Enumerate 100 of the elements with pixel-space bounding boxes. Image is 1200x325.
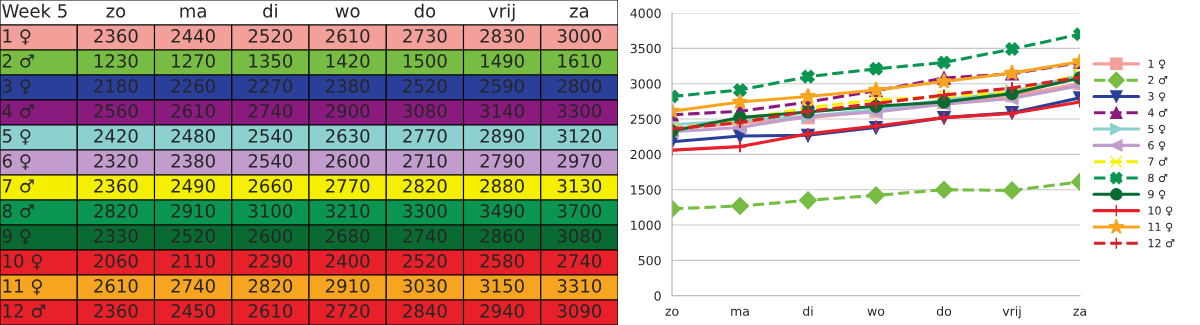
data-label: 2610: [325, 29, 370, 43]
data-label: 3700: [557, 204, 602, 218]
data-label: 3100: [248, 204, 293, 218]
data-label: 2860: [480, 229, 524, 243]
data-label: 3300: [403, 204, 447, 218]
data-label: 3310: [557, 279, 602, 293]
data-label: 3080: [403, 104, 447, 118]
data-label: 2730: [403, 29, 447, 43]
y-tick-label: 3 ♀: [2, 79, 31, 95]
data-label: 2720: [325, 304, 370, 318]
x-tick-label: ma: [180, 7, 206, 18]
data-label: 2820: [248, 279, 293, 293]
y-tick-label: 6 ♀: [2, 154, 31, 170]
data-label: 1230: [94, 54, 138, 68]
legend-label: 10 ♀: [1148, 206, 1173, 216]
data-label: 2060: [94, 254, 138, 268]
y-tick-label: 9 ♀: [2, 229, 31, 245]
y-tick-label: 0: [654, 291, 661, 301]
y-tick-label: 2 ♂: [2, 54, 34, 68]
legend-label: 2 ♂: [1148, 75, 1168, 85]
data-label: 2740: [171, 279, 215, 293]
data-label: 2680: [325, 229, 370, 243]
y-tick-label: 10 ♀: [3, 254, 42, 270]
data-label: 2600: [248, 229, 293, 243]
y-tick-label: 500: [638, 255, 661, 266]
y-tick-label: 5 ♀: [2, 129, 31, 145]
data-label: 2380: [171, 154, 215, 168]
data-label: 3490: [480, 204, 524, 218]
data-label: 2400: [325, 254, 370, 268]
data-label: 2610: [94, 279, 138, 293]
data-label: 2820: [403, 179, 447, 193]
x-tick-label: di: [263, 3, 277, 18]
y-tick-label: 2500: [630, 114, 661, 124]
data-label: 1490: [481, 54, 524, 68]
data-label: 3090: [557, 304, 602, 318]
data-label: 2520: [403, 254, 447, 268]
data-label: 2910: [171, 204, 215, 218]
data-label: 2440: [171, 29, 215, 43]
data-label: 2590: [480, 79, 524, 93]
data-label: 2360: [94, 29, 138, 43]
data-label: 2940: [480, 304, 524, 318]
data-label: 2490: [171, 179, 215, 193]
x-tick-label: wo: [335, 7, 360, 18]
data-label: 2360: [94, 179, 138, 193]
y-tick-label: 3500: [630, 43, 661, 54]
data-label: 1610: [558, 54, 602, 68]
y-tick-label: 4 ♂: [2, 104, 34, 118]
data-label: 3120: [557, 129, 602, 143]
data-label: 2560: [94, 104, 138, 118]
data-label: 2540: [248, 154, 293, 168]
data-label: 1270: [172, 54, 215, 68]
x-tick-label: di: [802, 306, 813, 316]
legend-label: 8 ♂: [1148, 173, 1168, 183]
data-label: 2330: [94, 229, 138, 243]
data-label: 2900: [325, 104, 370, 118]
y-tick-label: 2000: [630, 149, 661, 160]
data-label: 3140: [480, 104, 524, 118]
data-label: 2740: [403, 229, 447, 243]
data-label: 3030: [403, 279, 447, 293]
y-tick-label: 1 ♀: [3, 29, 31, 45]
data-label: 2360: [94, 304, 138, 318]
data-label: 2580: [480, 254, 524, 268]
data-label: 2740: [248, 104, 293, 118]
data-label: 1350: [249, 54, 293, 68]
y-tick-label: 8 ♂: [2, 204, 34, 218]
data-label: 2830: [480, 29, 524, 43]
data-label: 2110: [171, 254, 215, 268]
legend-label: 11 ♀: [1148, 222, 1173, 233]
data-label: 2800: [557, 79, 602, 93]
legend-label: 6 ♀: [1148, 141, 1166, 151]
x-tick-label: vrij: [1002, 306, 1021, 319]
legend-label: 4 ♂: [1147, 108, 1168, 117]
data-label: 2540: [248, 129, 293, 143]
x-tick-label: wo: [867, 308, 885, 316]
y-tick-label: 7 ♂: [3, 179, 34, 193]
data-label: 2610: [171, 104, 215, 118]
y-tick-label: 1500: [631, 185, 661, 195]
data-label: 2770: [325, 179, 370, 193]
chart-title: Week 5: [2, 3, 67, 18]
data-label: 2420: [94, 129, 138, 143]
legend-label: 1 ♀: [1148, 59, 1166, 70]
data-label: 3080: [557, 229, 602, 243]
legend-label: 3 ♀: [1148, 92, 1166, 102]
data-label: 2600: [325, 154, 370, 168]
y-tick-label: 11 ♀: [3, 279, 42, 295]
data-label: 3300: [557, 104, 602, 118]
data-label: 2970: [557, 154, 602, 168]
x-tick-label: zo: [665, 308, 679, 316]
data-label: 2610: [248, 304, 293, 318]
data-label: 2380: [325, 79, 370, 93]
data-label: 2450: [171, 304, 215, 318]
data-label: 2740: [557, 254, 602, 268]
data-label: 2710: [403, 154, 447, 168]
data-label: 2270: [248, 79, 293, 93]
data-label: 2770: [403, 129, 447, 143]
y-tick-label: 12 ♂: [3, 304, 46, 318]
legend-label: 5 ♀: [1148, 124, 1166, 135]
legend-label: 7 ♂: [1148, 157, 1168, 166]
x-tick-label: za: [1073, 308, 1086, 316]
y-tick-label: 3000: [630, 79, 661, 89]
